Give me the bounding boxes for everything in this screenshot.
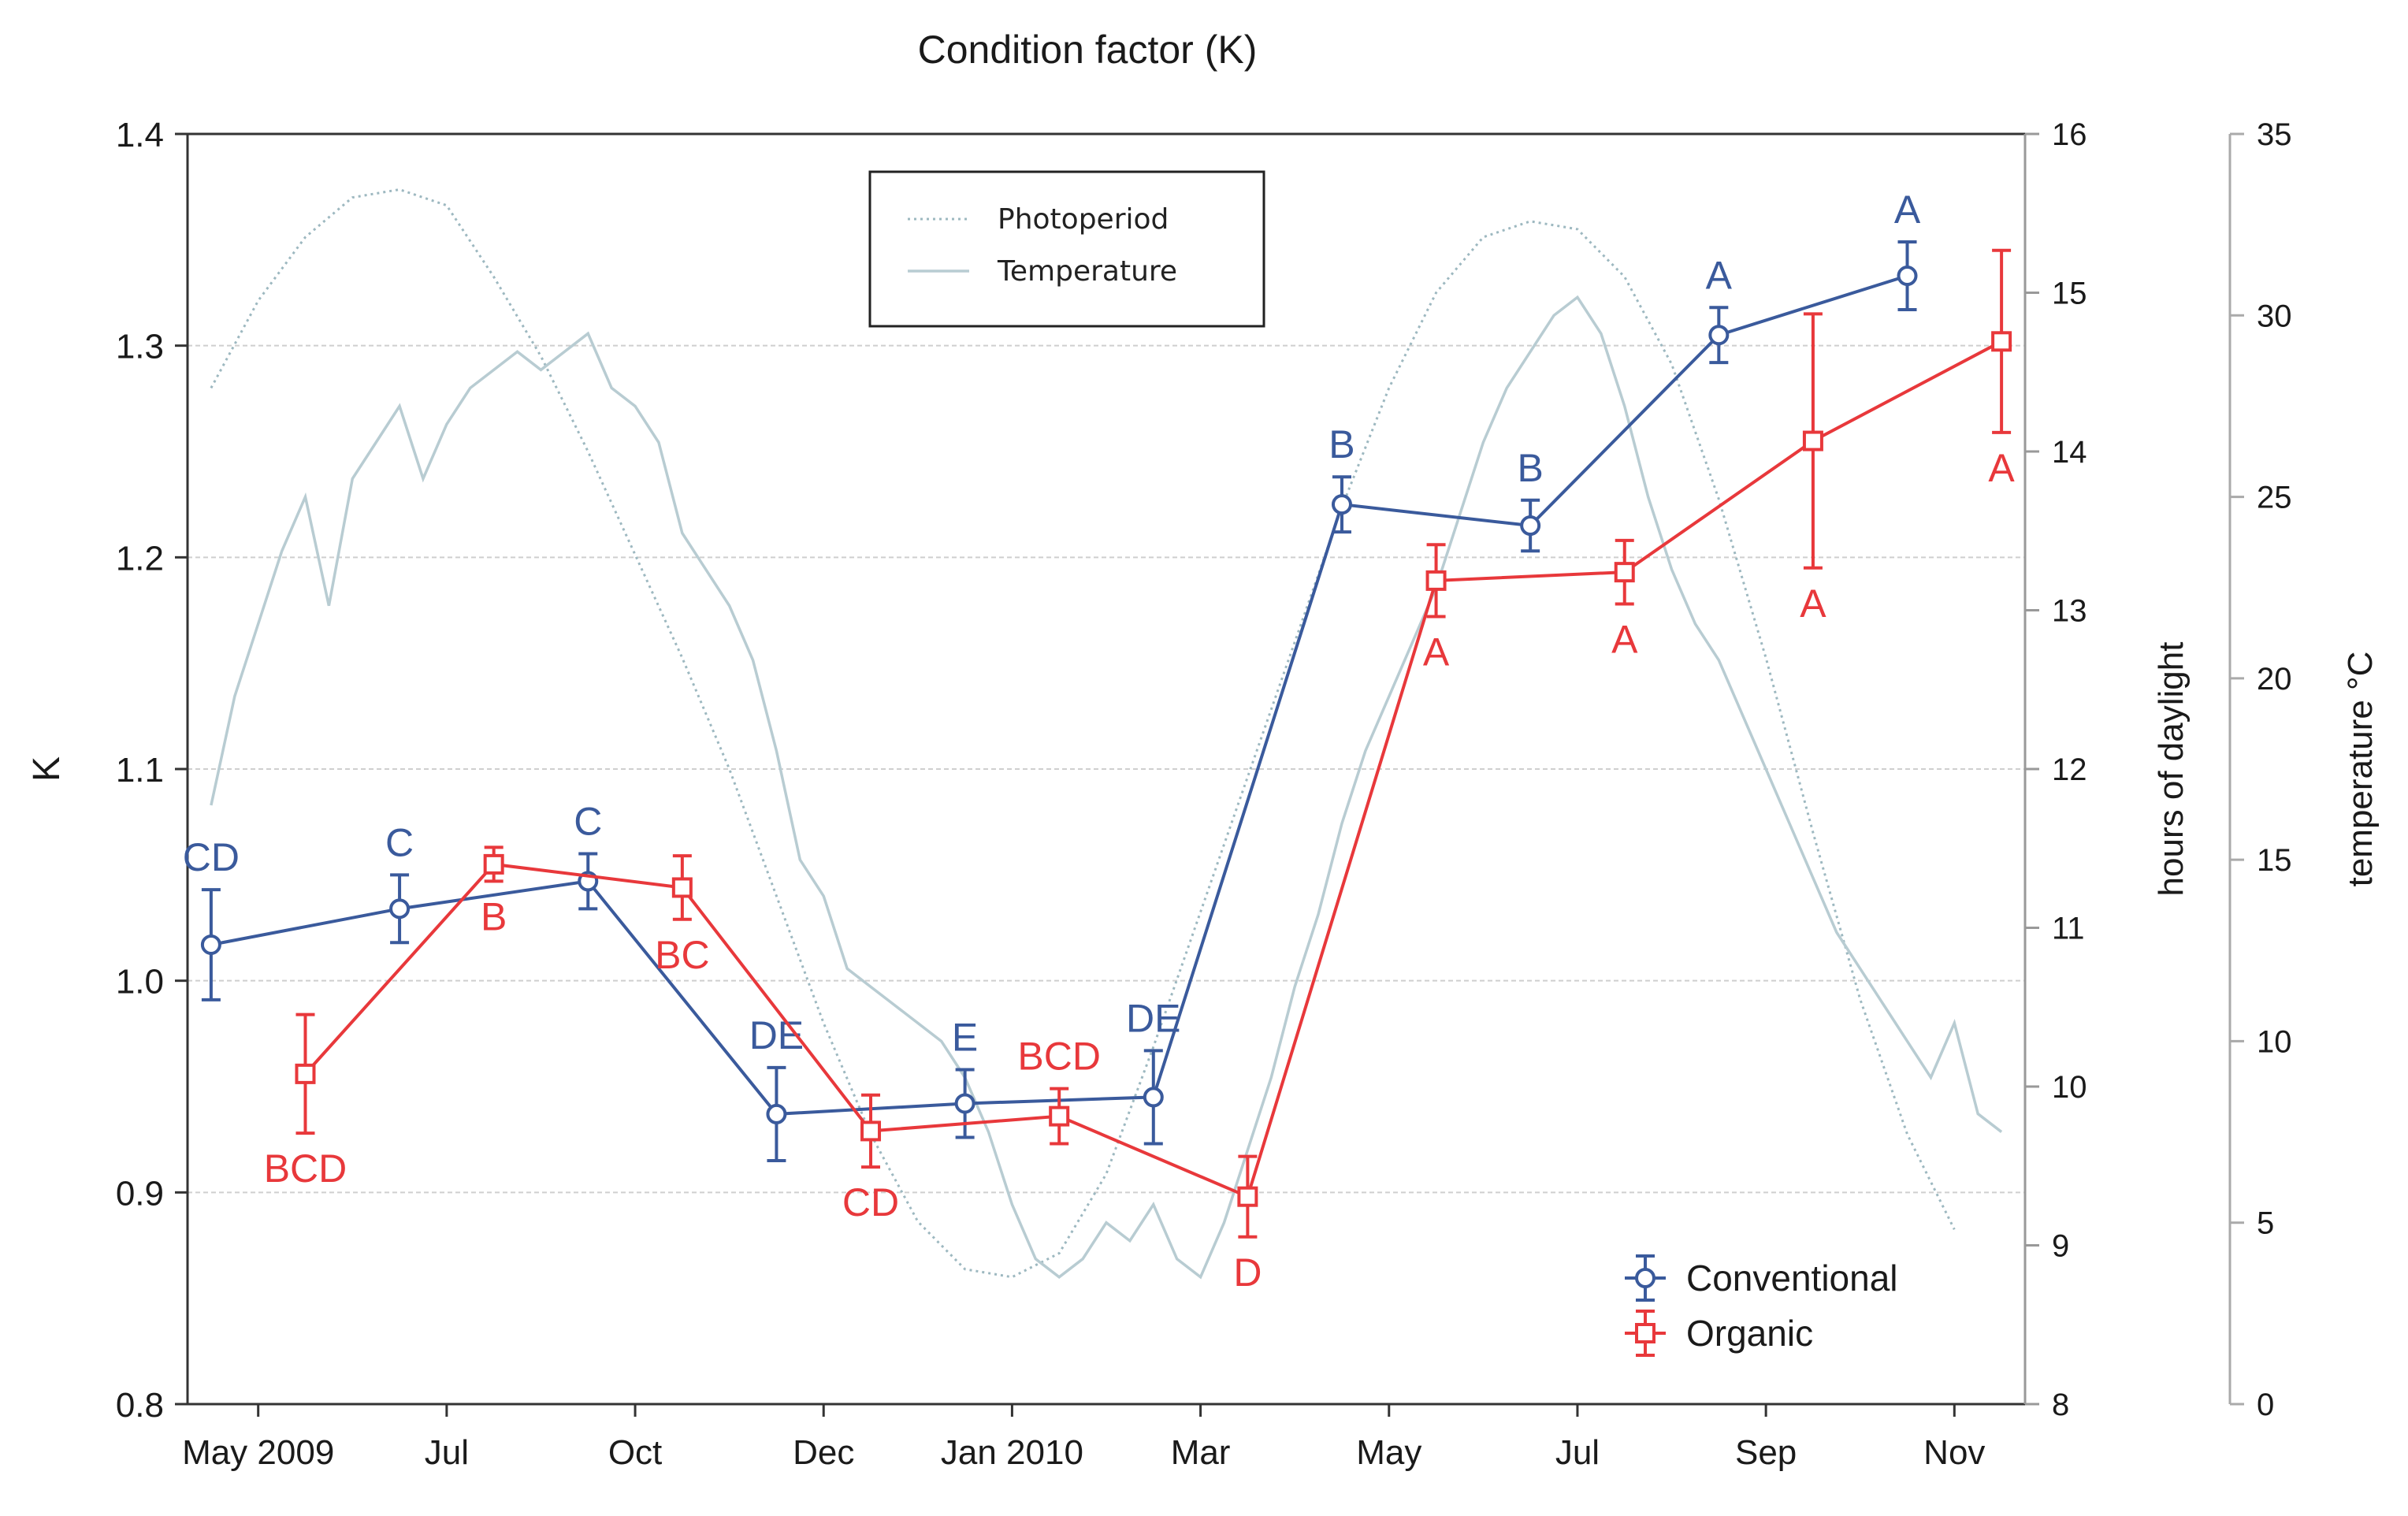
legend-organic-label: Organic xyxy=(1686,1313,1813,1354)
hours-tick-label-8: 8 xyxy=(2052,1388,2069,1422)
organic-point-1 xyxy=(483,853,504,875)
x-tick-label-7: Jul xyxy=(1555,1433,1600,1472)
k-tick-label-2: 1.2 xyxy=(116,539,164,578)
k-tick-label-5: 0.9 xyxy=(116,1174,164,1213)
conventional-line xyxy=(210,274,1908,1116)
legend-organic-marker xyxy=(1635,1323,1656,1343)
x-tick-label-2: Oct xyxy=(608,1433,662,1472)
temp-tick-label-6: 5 xyxy=(2257,1206,2274,1241)
x-tick-label-5: Mar xyxy=(1171,1433,1231,1472)
organic-letter-5: D xyxy=(1233,1250,1262,1295)
hours-tick-label-5: 11 xyxy=(2052,912,2085,946)
organic-letter-2: BC xyxy=(655,933,709,977)
k-axis-label: K xyxy=(26,756,68,782)
grid-layer xyxy=(188,344,2025,1194)
organic-point-3 xyxy=(860,1120,882,1142)
x-tick-label-9: Nov xyxy=(1923,1433,1985,1472)
conventional-letter-8: A xyxy=(1706,253,1733,297)
conventional-letter-5: DE xyxy=(1126,996,1180,1040)
hours-tick-label-1: 15 xyxy=(2052,277,2087,311)
x-tick-label-8: Sep xyxy=(1735,1433,1797,1472)
legends: Photoperiod Temperature Conventional Organi… xyxy=(868,170,1898,1357)
x-tick-label-0: May 2009 xyxy=(182,1433,334,1472)
conventional-letter-4: E xyxy=(952,1016,978,1060)
organic-letter-6: A xyxy=(1423,630,1450,674)
temperature-axis-label: temperature °C xyxy=(2341,652,2380,887)
temp-tick-label-2: 25 xyxy=(2257,481,2292,515)
conventional-letter-6: B xyxy=(1328,422,1354,466)
hours-tick-label-2: 14 xyxy=(2052,435,2087,470)
organic-point-4 xyxy=(1049,1105,1070,1127)
organic-letter-9: A xyxy=(1988,446,2015,490)
axes: 1.4 1.3 1.2 1.1 1.0 0.9 0.8 K 16 15 14 13 12 11 10 9 8 ho… xyxy=(26,116,2380,1472)
environment-curves xyxy=(210,188,2003,1280)
x-tick-label-1: Jul xyxy=(425,1433,469,1472)
x-tick-label-6: May xyxy=(1356,1433,1421,1472)
organic-point-0 xyxy=(295,1063,316,1084)
conventional-point-4 xyxy=(954,1093,975,1114)
x-tick-label-4: Jan 2010 xyxy=(941,1433,1083,1472)
k-tick-label-6: 0.8 xyxy=(116,1386,164,1425)
conventional-point-0 xyxy=(200,934,221,955)
temp-tick-label-0: 35 xyxy=(2257,117,2292,152)
organic-letter-8: A xyxy=(1800,582,1826,626)
organic-letter-3: CD xyxy=(842,1180,899,1224)
conventional-point-6 xyxy=(1331,494,1352,515)
hours-tick-label-3: 13 xyxy=(2052,594,2087,629)
temp-tick-label-1: 30 xyxy=(2257,299,2292,333)
conventional-letter-7: B xyxy=(1517,446,1543,490)
photoperiod-curve xyxy=(210,188,1956,1279)
legend-conventional-marker xyxy=(1635,1268,1656,1288)
conventional-letter-1: C xyxy=(385,820,414,864)
temp-tick-label-5: 10 xyxy=(2257,1024,2292,1059)
conventional-point-9 xyxy=(1897,266,1918,287)
conventional-point-3 xyxy=(766,1103,787,1124)
k-tick-label-4: 1.0 xyxy=(116,963,164,1001)
k-tick-label-0: 1.4 xyxy=(116,116,164,154)
conventional-point-7 xyxy=(1520,515,1541,537)
organic-point-6 xyxy=(1425,570,1447,591)
hours-tick-label-7: 9 xyxy=(2052,1229,2069,1264)
conventional-letter-0: CD xyxy=(183,835,240,879)
conventional-point-1 xyxy=(389,898,411,920)
organic-letter-4: BCD xyxy=(1017,1035,1101,1079)
x-tick-label-3: Dec xyxy=(793,1433,854,1472)
legend-photoperiod-label: Photoperiod xyxy=(998,203,1169,236)
temperature-curve xyxy=(210,295,2003,1280)
k-tick-label-3: 1.1 xyxy=(116,751,164,790)
hours-tick-label-4: 12 xyxy=(2052,752,2087,787)
organic-letter-0: BCD xyxy=(264,1146,347,1191)
organic-letter-7: A xyxy=(1611,617,1638,661)
conventional-point-5 xyxy=(1143,1087,1164,1108)
legend-temperature-label: Temperature xyxy=(997,255,1177,288)
organic-line xyxy=(304,340,2003,1199)
k-tick-label-1: 1.3 xyxy=(116,328,164,366)
legend-conventional-label: Conventional xyxy=(1686,1258,1898,1299)
organic-point-9 xyxy=(1991,331,2012,352)
organic-point-2 xyxy=(671,877,693,898)
temp-tick-label-7: 0 xyxy=(2257,1388,2274,1422)
hours-axis-label: hours of daylight xyxy=(2152,642,2191,897)
organic-point-8 xyxy=(1802,430,1823,451)
conventional-point-8 xyxy=(1708,325,1730,346)
chart-title: Condition factor (K) xyxy=(918,28,1258,72)
hours-tick-label-6: 10 xyxy=(2052,1070,2087,1105)
hours-tick-label-0: 16 xyxy=(2052,117,2087,152)
conventional-letter-2: C xyxy=(574,799,602,843)
organic-point-7 xyxy=(1614,562,1635,583)
organic-letter-1: B xyxy=(481,894,507,938)
env-legend-box xyxy=(868,170,1265,328)
temp-tick-label-4: 15 xyxy=(2257,843,2292,878)
conventional-letter-9: A xyxy=(1894,188,1921,232)
temp-tick-label-3: 20 xyxy=(2257,662,2292,697)
organic-point-5 xyxy=(1237,1186,1258,1207)
